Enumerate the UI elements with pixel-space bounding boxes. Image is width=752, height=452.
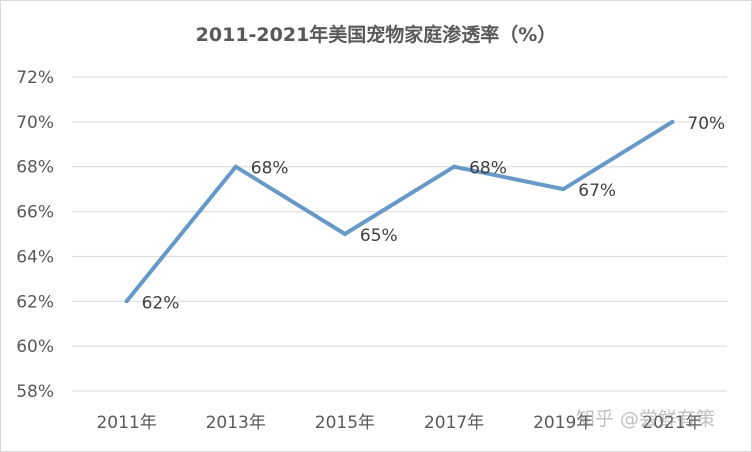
data-point xyxy=(233,164,238,169)
x-tick-label: 2019年 xyxy=(533,413,593,433)
y-tick-label: 60% xyxy=(16,337,54,357)
watermark: 知乎 @尝鲜有策 xyxy=(576,408,716,430)
y-tick-label: 66% xyxy=(16,203,54,223)
x-tick-label: 2011年 xyxy=(96,413,156,433)
x-tick-label: 2015年 xyxy=(315,413,375,433)
data-labels: 62% 68% 65% 68% 67% 70% xyxy=(142,114,726,313)
y-tick-label: 58% xyxy=(16,382,54,402)
data-point xyxy=(452,164,457,169)
x-tick-label: 2017年 xyxy=(424,413,484,433)
y-tick-label: 68% xyxy=(16,158,54,178)
data-label: 67% xyxy=(578,181,616,201)
y-tick-label: 62% xyxy=(16,292,54,312)
series-group xyxy=(124,119,675,304)
x-axis: 2011年 2013年 2015年 2017年 2019年 2021年 xyxy=(96,413,702,433)
y-tick-label: 72% xyxy=(16,68,54,88)
data-label: 65% xyxy=(360,226,398,246)
data-point xyxy=(342,232,347,236)
y-tick-label: 70% xyxy=(16,113,54,133)
data-label: 68% xyxy=(469,159,507,179)
x-tick-label: 2021年 xyxy=(642,413,702,433)
series-line xyxy=(125,120,674,303)
data-point xyxy=(670,119,675,124)
data-label: 68% xyxy=(251,159,289,179)
data-point xyxy=(561,187,566,192)
data-point xyxy=(124,299,129,304)
x-tick-label: 2013年 xyxy=(206,413,266,433)
y-axis: 58% 60% 62% 64% 66% 68% 70% 72% xyxy=(16,68,54,402)
chart-title: 2011-2021年美国宠物家庭渗透率（%） xyxy=(195,24,557,46)
gridlines xyxy=(72,76,727,392)
data-label: 70% xyxy=(687,114,725,134)
data-label: 62% xyxy=(142,293,180,313)
y-tick-label: 64% xyxy=(16,247,54,267)
